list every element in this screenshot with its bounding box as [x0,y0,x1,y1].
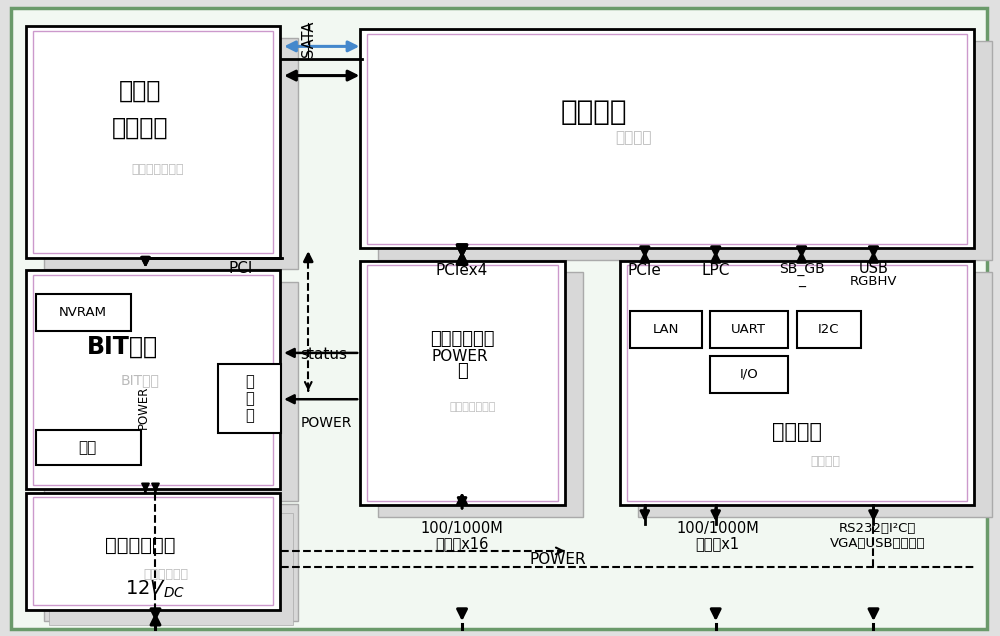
Bar [33,497,273,605]
Bar [367,34,967,244]
Bar [360,261,565,505]
Text: PCIex4: PCIex4 [436,263,488,278]
Text: USB: USB [859,261,888,276]
Bar [33,31,273,253]
Text: 大容量存储功能: 大容量存储功能 [132,163,184,176]
Bar [218,364,281,434]
Bar [360,29,974,248]
Bar [33,275,273,485]
Text: RGBHV: RGBHV [850,275,897,287]
Bar [36,294,131,331]
Text: 电源变换功能: 电源变换功能 [105,536,176,555]
Text: _: _ [798,274,805,288]
Text: 100/1000M: 100/1000M [676,521,759,536]
Text: POWER: POWER [432,349,488,364]
Text: POWER: POWER [300,416,352,430]
Text: 接口功能: 接口功能 [810,455,840,467]
Text: RS232、I²C、: RS232、I²C、 [839,522,916,535]
Text: 电源变换功能: 电源变换功能 [143,568,188,581]
Bar [710,311,788,348]
Bar [26,492,280,610]
Text: 以太网x16: 以太网x16 [435,536,489,551]
Text: BIT功能: BIT功能 [87,335,158,359]
Bar [378,41,992,259]
Text: status: status [300,347,347,363]
Text: 监控: 监控 [78,440,97,455]
Text: SATA: SATA [301,20,316,57]
Bar [44,504,298,621]
Text: 接口功能: 接口功能 [772,422,822,442]
Text: PCI: PCI [228,261,253,276]
Text: LAN: LAN [653,323,679,336]
Bar [710,356,788,393]
Text: 100/1000M: 100/1000M [421,521,503,536]
Text: I/O: I/O [739,368,758,381]
Text: 能: 能 [457,362,468,380]
Text: NVRAM: NVRAM [59,306,107,319]
Bar [378,272,583,516]
Bar [797,311,861,348]
Text: SB_GB: SB_GB [779,261,824,275]
Text: 处理功能: 处理功能 [615,130,652,146]
Text: 以太网交换功能: 以太网交换功能 [450,403,496,413]
Text: I2C: I2C [818,323,839,336]
Bar [630,311,702,348]
Bar [367,265,558,501]
Text: POWER: POWER [530,551,587,567]
Text: $12V_{DC}$: $12V_{DC}$ [125,579,186,600]
Text: 以太网交换功: 以太网交换功 [430,330,495,348]
Text: 以太网x1: 以太网x1 [696,536,740,551]
Bar [44,38,298,269]
Bar [638,272,992,516]
Text: 处理功能: 处理功能 [560,99,627,127]
Bar [36,431,140,465]
Bar [627,265,967,501]
Text: PCIe: PCIe [628,263,662,278]
Bar [26,26,280,258]
Text: BIT功能: BIT功能 [121,373,160,387]
Text: 存储功能: 存储功能 [112,116,169,140]
Text: 指
示
灯: 指 示 灯 [245,374,254,424]
Bar [620,261,974,505]
Bar [26,270,280,489]
Bar [44,282,298,501]
Text: 大容量: 大容量 [119,79,161,103]
Bar [49,513,293,625]
Text: POWER: POWER [137,385,150,429]
Text: VGA、USB、离散量: VGA、USB、离散量 [830,537,925,550]
Text: UART: UART [731,323,766,336]
Text: LPC: LPC [702,263,730,278]
